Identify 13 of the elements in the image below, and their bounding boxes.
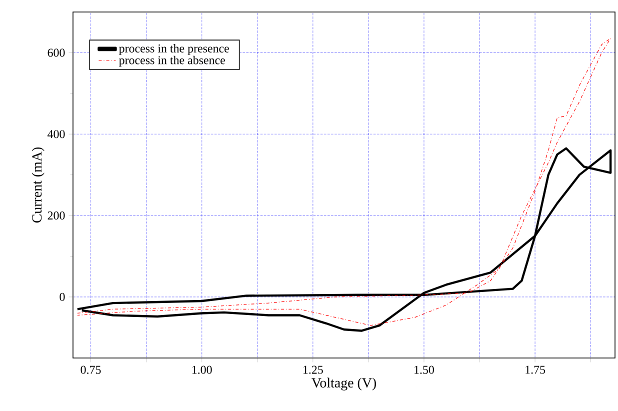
y-tick-label: 600 [48,48,65,57]
y-tick-label: 200 [48,211,65,220]
x-tick-label: 0.75 [80,366,101,374]
legend-label: process in the presence [119,44,229,55]
legend-label: process in the absence [119,56,225,67]
y-tick-label: 0 [60,292,65,301]
x-axis-title: Voltage (V) [312,378,376,390]
x-tick-label: 1.50 [414,366,434,374]
y-tick-label: 400 [48,130,65,138]
x-tick-label: 1.75 [526,366,546,374]
y-axis-title: Current (mA) [32,147,44,223]
x-tick-label: 1.00 [192,366,212,374]
x-tick-label: 1.25 [303,366,323,374]
